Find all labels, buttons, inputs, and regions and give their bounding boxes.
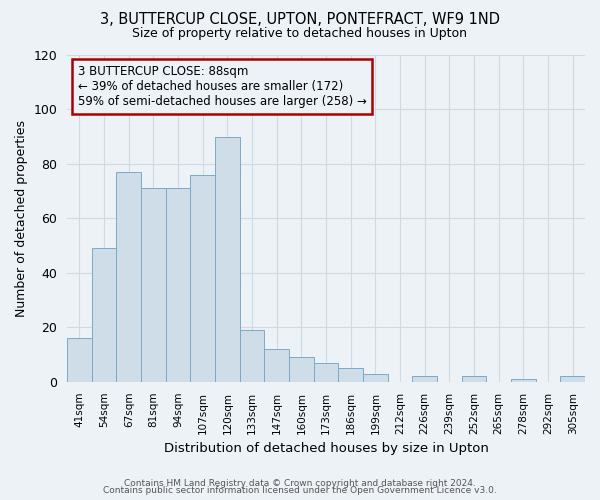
Bar (462, 376, 487, 382)
Bar (166, 188, 190, 382)
Bar (560, 376, 585, 382)
Text: 3, BUTTERCUP CLOSE, UPTON, PONTEFRACT, WF9 1ND: 3, BUTTERCUP CLOSE, UPTON, PONTEFRACT, W… (100, 12, 500, 28)
X-axis label: Distribution of detached houses by size in Upton: Distribution of detached houses by size … (164, 442, 488, 455)
Bar (67, 338, 92, 382)
Text: Contains HM Land Registry data © Crown copyright and database right 2024.: Contains HM Land Registry data © Crown c… (124, 478, 476, 488)
Bar (190, 175, 215, 382)
Bar (289, 358, 314, 382)
Bar (215, 136, 240, 382)
Text: Contains public sector information licensed under the Open Government Licence v3: Contains public sector information licen… (103, 486, 497, 495)
Bar (116, 172, 141, 382)
Text: 3 BUTTERCUP CLOSE: 88sqm
← 39% of detached houses are smaller (172)
59% of semi-: 3 BUTTERCUP CLOSE: 88sqm ← 39% of detach… (77, 65, 367, 108)
Text: Size of property relative to detached houses in Upton: Size of property relative to detached ho… (133, 28, 467, 40)
Bar (265, 349, 289, 382)
Bar (92, 248, 116, 382)
Bar (412, 376, 437, 382)
Bar (363, 374, 388, 382)
Bar (314, 363, 338, 382)
Y-axis label: Number of detached properties: Number of detached properties (15, 120, 28, 317)
Bar (338, 368, 363, 382)
Bar (240, 330, 265, 382)
Bar (511, 379, 536, 382)
Bar (141, 188, 166, 382)
